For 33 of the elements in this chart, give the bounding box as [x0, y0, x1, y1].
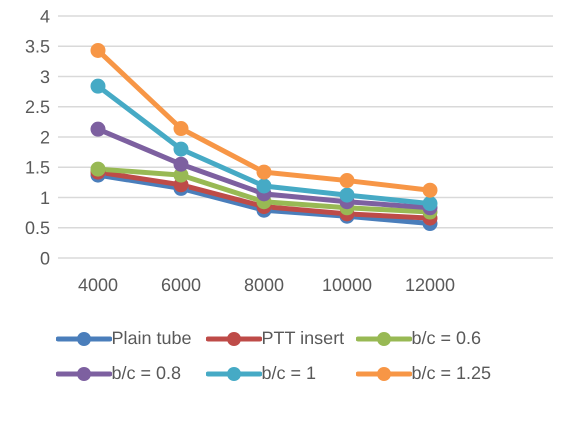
legend-label: Plain tube	[112, 328, 192, 349]
legend-label: b/c = 1.25	[412, 363, 492, 384]
legend-label: b/c = 0.6	[412, 328, 482, 349]
y-tick-label: 0	[40, 248, 50, 268]
legend-label: PTT insert	[262, 328, 344, 349]
point	[256, 164, 272, 180]
point	[90, 162, 106, 177]
y-tick-label: 3	[40, 66, 50, 87]
x-tick-label: 6000	[160, 274, 202, 295]
y-tick-label: 0.5	[24, 218, 50, 238]
point	[340, 173, 354, 188]
x-tick-label: 12000	[404, 274, 456, 295]
x-tick-label: 4000	[78, 274, 118, 295]
y-tick-label: 4	[40, 6, 50, 26]
point	[422, 196, 438, 212]
point	[174, 142, 188, 157]
y-tick-label: 2.5	[24, 97, 50, 118]
point	[174, 121, 188, 136]
legend-label: b/c = 0.8	[112, 363, 182, 384]
point	[90, 78, 106, 94]
y-tick-label: 1.5	[24, 158, 50, 178]
point	[174, 156, 188, 172]
point	[340, 188, 354, 203]
y-tick-label: 2	[40, 127, 50, 148]
x-tick-label: 8000	[244, 274, 284, 295]
point	[90, 42, 106, 58]
y-tick-label: 3.5	[24, 36, 50, 57]
point	[90, 122, 106, 137]
legend-label: b/c = 1	[262, 363, 316, 384]
y-tick-label: 1	[40, 188, 50, 208]
x-tick-label: 10000	[322, 274, 372, 295]
point	[422, 182, 438, 198]
point	[256, 178, 272, 194]
